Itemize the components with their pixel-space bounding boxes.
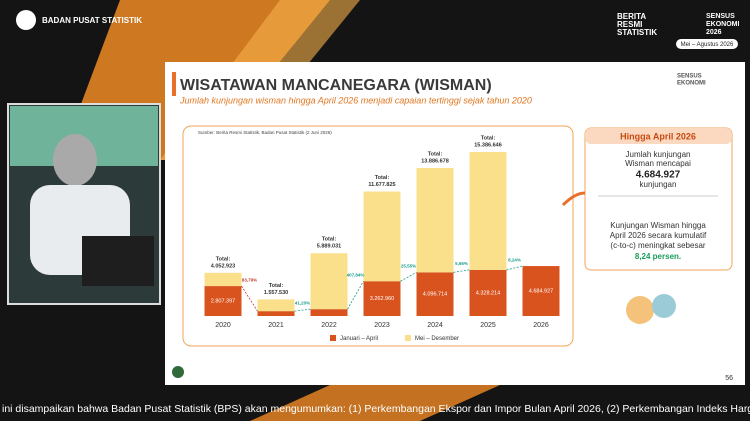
growth-arrow xyxy=(294,308,311,312)
bar-segment xyxy=(469,152,507,270)
total-label: 13.886.678 xyxy=(421,158,449,164)
bar-segment xyxy=(204,272,242,287)
x-tick-label: 2021 xyxy=(268,322,284,329)
panel-text: kunjungan xyxy=(640,180,677,189)
brs: BERITA xyxy=(617,12,646,21)
bar-segment xyxy=(416,272,454,316)
growth-arrow xyxy=(453,269,470,273)
period-pill xyxy=(676,39,738,49)
panel-text: (c-to-c) meningkat sebesar xyxy=(610,241,705,250)
bps-logo xyxy=(16,10,36,30)
bar-segment xyxy=(257,311,295,316)
total-label: 1.557.530 xyxy=(264,290,288,296)
ticker: ini disampaikan bahwa Badan Pusat Statis… xyxy=(2,403,750,415)
panel-heading: Hingga April 2026 xyxy=(620,131,696,141)
speaker xyxy=(53,134,97,186)
illustration xyxy=(626,296,654,324)
census: EKONOMI xyxy=(706,21,740,28)
growth-label: 41,20% xyxy=(295,300,310,305)
arrow xyxy=(561,191,586,207)
brs: RESMI xyxy=(617,20,642,29)
x-tick-label: 2020 xyxy=(215,322,231,329)
total-label: 5.889.031 xyxy=(317,244,341,250)
bar-segment xyxy=(204,286,242,316)
decor xyxy=(250,385,500,421)
x-tick-label: 2023 xyxy=(374,322,390,329)
x-tick-label: 2024 xyxy=(427,322,443,329)
source: Sumber: Berita Resmi Statistik, Badan Pu… xyxy=(198,130,332,135)
total-caption: Total: xyxy=(269,283,284,289)
legend-label: Januari – April xyxy=(340,336,378,342)
x-tick-label: 2025 xyxy=(480,322,496,329)
growth-arrow xyxy=(347,281,364,310)
legend-swatch xyxy=(405,335,411,341)
bar-segment xyxy=(363,191,401,282)
title-bar xyxy=(172,72,176,96)
total-caption: Total: xyxy=(428,151,443,157)
page-number: 56 xyxy=(725,375,733,382)
bar-segment xyxy=(469,269,507,316)
panel-value: 4.684.927 xyxy=(636,170,681,181)
growth-arrow xyxy=(241,285,258,312)
laptop xyxy=(82,236,154,286)
chart-title: WISATAWAN MANCANEGARA (WISMAN) xyxy=(180,77,492,94)
growth-label: 5,65% xyxy=(455,261,468,266)
bar-segment xyxy=(416,167,454,273)
icon xyxy=(172,366,184,378)
bar-segment xyxy=(257,299,295,312)
legend-swatch xyxy=(330,335,336,341)
growth-arrow xyxy=(400,271,417,282)
total-label: 11.677.825 xyxy=(368,182,395,188)
legend-label: Mei – Desember xyxy=(415,336,459,342)
total-caption: Total: xyxy=(216,256,231,262)
growth-label: 25,55% xyxy=(401,264,416,269)
panel-highlight: 8,24 persen. xyxy=(635,252,681,261)
growth-label: 8,24% xyxy=(508,257,521,262)
slide-logo: SENSUS xyxy=(677,74,702,80)
total-label: 15.386.646 xyxy=(474,142,502,148)
subtitle: Jumlah kunjungan wisman hingga April 202… xyxy=(179,95,532,105)
total-caption: Total: xyxy=(481,135,496,141)
x-tick-label: 2022 xyxy=(321,322,337,329)
period: Mei – Agustus 2026 xyxy=(681,42,734,48)
total-caption: Total: xyxy=(375,175,390,181)
growth-arrow xyxy=(506,265,523,271)
value-label: 4.096.714 xyxy=(423,292,447,298)
growth-label: 83,79% xyxy=(242,277,257,282)
value-label: 2.807.397 xyxy=(211,298,235,304)
growth-label: 407,84% xyxy=(347,272,365,277)
panel-text: Kunjungan Wisman hingga xyxy=(610,221,706,230)
census: SENSUS xyxy=(706,13,735,20)
illustration xyxy=(652,294,676,318)
bar-segment xyxy=(522,266,560,316)
bar-segment xyxy=(310,253,348,310)
census: 2026 xyxy=(706,29,722,36)
x-tick-label: 2026 xyxy=(533,322,549,329)
bar-segment xyxy=(310,309,348,316)
panel-text: Jumlah kunjungan xyxy=(626,150,691,159)
value-label: 4.328.214 xyxy=(476,290,500,296)
total-label: 4.052.923 xyxy=(211,263,235,269)
value-label: 3.262.960 xyxy=(370,296,394,302)
brs: STATISTIK xyxy=(617,28,657,37)
panel-head xyxy=(585,128,732,144)
panel-text: April 2026 secara kumulatif xyxy=(610,231,707,240)
total-caption: Total: xyxy=(322,237,337,243)
slide-logo: EKONOMI xyxy=(677,81,706,87)
agency: BADAN PUSAT STATISTIK xyxy=(42,16,142,25)
panel-text: Wisman mencapai xyxy=(625,159,691,168)
bar-segment xyxy=(363,281,401,316)
value-label: 4.684.927 xyxy=(529,288,553,294)
